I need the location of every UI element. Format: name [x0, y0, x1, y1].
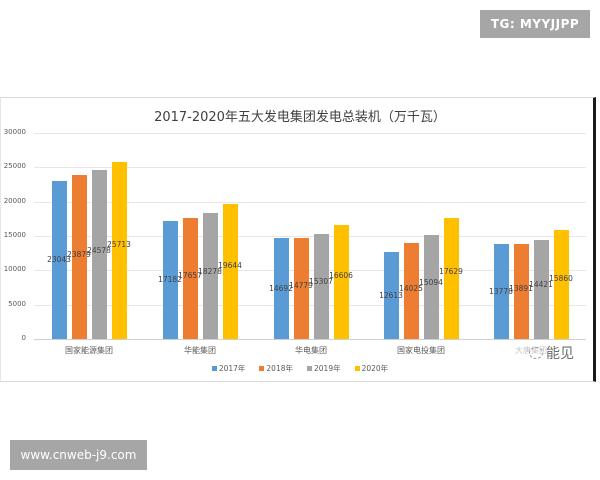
legend-swatch-icon — [354, 366, 360, 371]
bar — [553, 230, 569, 339]
y-tick-label: 5000 — [8, 299, 26, 308]
bar-value-label: 25713 — [107, 239, 131, 249]
bar-value-label: 18278 — [198, 267, 222, 277]
watermark-text: 能见 — [546, 346, 574, 362]
bar — [423, 235, 439, 339]
legend-item: 2017年 — [211, 363, 246, 374]
bar — [533, 239, 549, 339]
bar — [443, 217, 459, 339]
gridline — [34, 304, 586, 306]
bar-value-label: 14779 — [289, 281, 313, 291]
bar — [383, 252, 399, 339]
bar — [202, 213, 218, 339]
legend-item: 2020年 — [354, 363, 389, 374]
bar-value-label: 24578 — [87, 245, 111, 255]
bar-value-label: 15307 — [309, 277, 333, 287]
legend-swatch-icon — [259, 366, 265, 371]
legend-label: 2017年 — [218, 364, 246, 373]
gridline — [34, 236, 586, 237]
bar — [51, 180, 67, 339]
bar — [273, 238, 289, 339]
y-tick-label: 15000 — [3, 231, 26, 239]
y-tick-label: 20000 — [3, 196, 26, 205]
bar — [493, 244, 509, 339]
bar — [162, 221, 178, 339]
bar — [333, 224, 349, 339]
gridline — [34, 201, 586, 203]
y-tick-label: 0 — [21, 334, 26, 342]
category-label: 华电集团 — [295, 346, 327, 355]
bar-value-label: 19644 — [218, 260, 242, 270]
category-label: 国家能源集团 — [65, 346, 113, 355]
legend-item: 2018年 — [259, 363, 293, 374]
legend-item: 2019年 — [307, 363, 341, 374]
bar-value-label: 15860 — [549, 273, 573, 283]
overlay-watermark: 能见 — [529, 343, 574, 363]
y-tick-label: 10000 — [3, 265, 26, 274]
bar — [182, 217, 198, 339]
watermark-tag-bottom: www.cnweb-j9.com — [10, 440, 147, 470]
bar-value-label: 14025 — [399, 283, 423, 293]
legend-label: 2018年 — [266, 364, 293, 373]
bar — [403, 242, 419, 339]
category-label: 华能集团 — [184, 346, 216, 355]
bar-value-label: 15094 — [419, 278, 443, 288]
bar — [513, 243, 529, 339]
gridline — [34, 133, 586, 134]
bar-value-label: 17182 — [158, 275, 182, 284]
bar — [71, 175, 87, 339]
gridline — [34, 270, 586, 272]
bar-value-label: 17657 — [178, 271, 202, 281]
chart-title: 2017-2020年五大发电集团发电总装机（万千瓦） — [154, 110, 446, 125]
gridline — [34, 167, 586, 169]
bar — [111, 162, 127, 339]
y-tick-label: 25000 — [3, 162, 26, 171]
bar-value-label: 23043 — [47, 254, 71, 264]
bar — [91, 170, 107, 339]
y-tick-label: 30000 — [3, 128, 26, 136]
bar-value-label: 13778 — [489, 286, 513, 296]
bar — [293, 237, 309, 339]
bar-value-label: 12613 — [379, 290, 403, 300]
legend-swatch-icon — [307, 366, 312, 371]
category-label: 国家电投集团 — [397, 346, 445, 355]
watermark-logo-icon — [529, 347, 543, 359]
bar-value-label: 13891 — [509, 284, 533, 294]
watermark-tag-top: TG: MYYJJPP — [480, 10, 590, 38]
chart-legend: 2017年 2018年 2019年 2020年 — [0, 363, 600, 374]
bar-value-label: 16606 — [329, 270, 353, 280]
gridline — [34, 339, 586, 340]
bar-value-label: 23879 — [67, 250, 91, 259]
bar-value-label: 14692 — [269, 283, 293, 293]
legend-label: 2019年 — [314, 364, 341, 373]
bar-value-label: 17629 — [439, 267, 463, 277]
legend-label: 2020年 — [361, 364, 389, 373]
bar — [222, 204, 238, 339]
legend-swatch-icon — [211, 366, 217, 371]
bar-value-label: 14421 — [529, 280, 553, 290]
bar — [313, 233, 329, 339]
